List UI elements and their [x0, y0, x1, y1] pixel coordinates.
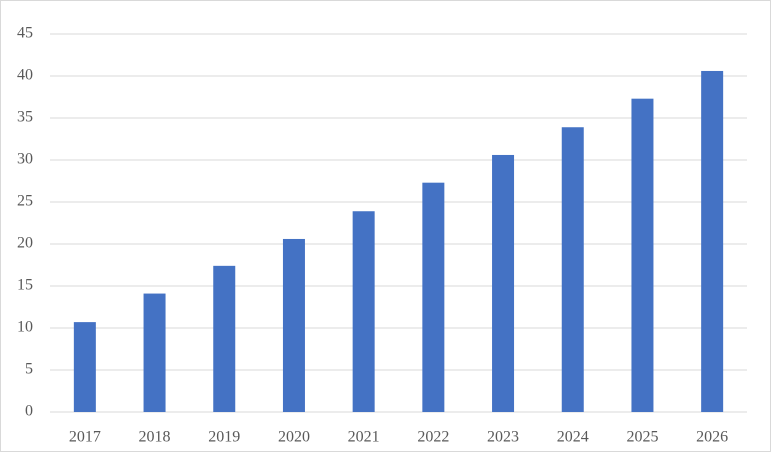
y-tick-label: 35 [17, 109, 33, 126]
bar [352, 211, 375, 412]
y-tick-label: 40 [17, 67, 33, 84]
bar [561, 127, 584, 413]
bar [422, 182, 445, 412]
bar [631, 98, 654, 413]
y-tick-label: 30 [17, 151, 33, 168]
bar [701, 70, 724, 413]
y-tick-label: 0 [25, 403, 33, 420]
bar [492, 154, 515, 412]
x-tick-label: 2024 [557, 429, 589, 446]
x-tick-label: 2022 [417, 429, 449, 446]
y-tick-label: 25 [17, 193, 33, 210]
x-tick-label: 2026 [696, 429, 728, 446]
x-tick-label: 2019 [208, 429, 240, 446]
x-tick-label: 2018 [139, 429, 171, 446]
y-tick-label: 15 [17, 277, 33, 294]
x-tick-label: 2021 [348, 429, 380, 446]
y-tick-label: 5 [25, 361, 33, 378]
bar [73, 322, 96, 412]
y-tick-label: 45 [17, 25, 33, 42]
bar [213, 265, 236, 412]
x-tick-label: 2025 [626, 429, 658, 446]
y-tick-label: 10 [17, 319, 33, 336]
bar [282, 238, 305, 412]
bar [143, 293, 166, 412]
x-tick-label: 2023 [487, 429, 519, 446]
x-tick-label: 2020 [278, 429, 310, 446]
x-tick-label: 2017 [69, 429, 101, 446]
y-tick-label: 20 [17, 235, 33, 252]
